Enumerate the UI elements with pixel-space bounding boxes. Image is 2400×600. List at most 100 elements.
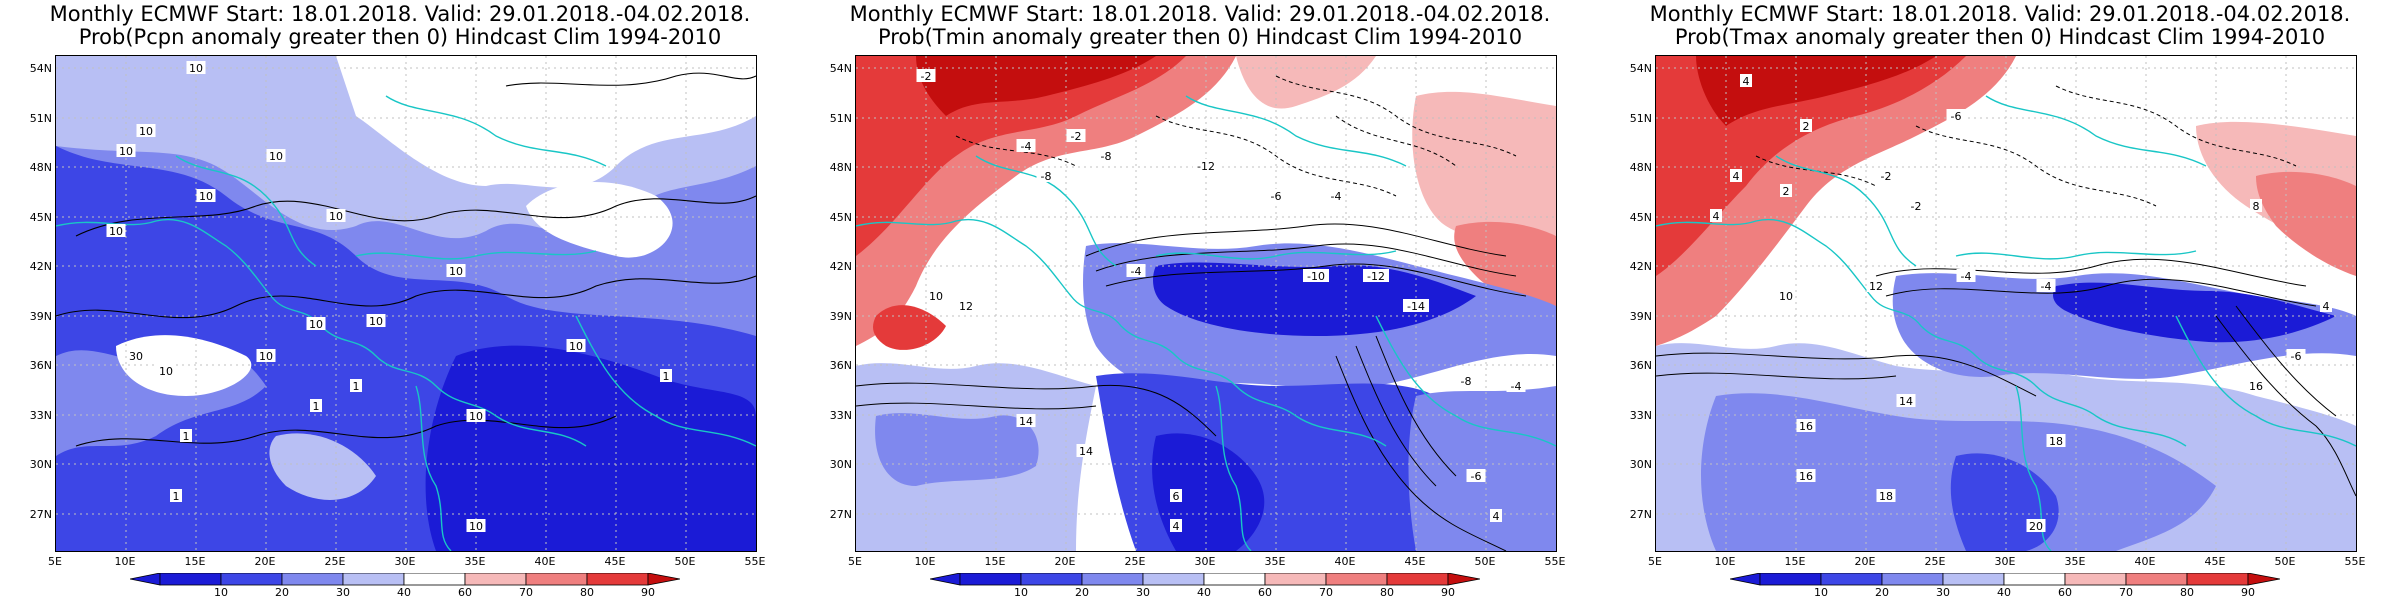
- contour-label: -8: [1096, 149, 1116, 163]
- lat-label: 36N: [29, 359, 52, 372]
- contour-label: -2: [1066, 129, 1086, 143]
- lon-label: 55E: [2344, 555, 2366, 568]
- lat-label: 33N: [829, 409, 852, 422]
- contour-label: -14: [1403, 299, 1429, 313]
- svg-text:16: 16: [1799, 470, 1813, 483]
- lat-label: 27N: [29, 508, 52, 521]
- colorbar-label: 10: [1014, 586, 1028, 599]
- contour-label: 10: [306, 317, 326, 331]
- panel-title-line1: Monthly ECMWF Start: 18.01.2018. Valid: …: [49, 2, 751, 26]
- contour-label: 20: [2026, 519, 2046, 533]
- map-area: -2 -4 -2 -8 -8 -12 -6 -4 12 10 -4 -10 -12 -14 14 14 -8 -4…: [855, 55, 1557, 552]
- colorbar: [1730, 573, 2280, 586]
- colorbar-label: 30: [336, 586, 350, 599]
- lon-label: 20E: [1054, 555, 1076, 568]
- contour-label: 10: [466, 409, 486, 423]
- colorbar-label: 20: [1875, 586, 1889, 599]
- contour-label: -12: [1193, 159, 1219, 173]
- contour-label: 10: [446, 264, 466, 278]
- lat-label: 39N: [829, 310, 852, 323]
- probability-field: 4 2 -6 4 2 -2 -2 4 -4 12 10 -4 8 16 14 16 18 16 20 18 -6 4: [1656, 56, 2356, 551]
- contour-label: 4: [1170, 519, 1182, 533]
- colorbar-label: 20: [1075, 586, 1089, 599]
- svg-text:12: 12: [1869, 280, 1883, 293]
- lat-label: 39N: [1629, 310, 1652, 323]
- contour-label: 10: [566, 339, 586, 353]
- contour-label: 10: [256, 349, 276, 363]
- svg-text:10: 10: [469, 520, 483, 533]
- svg-text:-10: -10: [1307, 270, 1325, 283]
- lon-label: 45E: [604, 555, 626, 568]
- svg-text:16: 16: [2249, 380, 2263, 393]
- lat-label: 42N: [29, 260, 52, 273]
- contour-label: -4: [1016, 139, 1036, 153]
- lon-label: 40E: [534, 555, 556, 568]
- svg-text:-12: -12: [1367, 270, 1385, 283]
- svg-text:16: 16: [1799, 420, 1813, 433]
- colorbar-label: 70: [2119, 586, 2133, 599]
- lon-label: 50E: [1474, 555, 1496, 568]
- svg-text:10: 10: [469, 410, 483, 423]
- contour-label: 10: [266, 149, 286, 163]
- contour-label: 18: [1876, 489, 1896, 503]
- svg-text:20: 20: [2029, 520, 2043, 533]
- colorbar-label: 60: [1258, 586, 1272, 599]
- lat-label: 42N: [1629, 260, 1652, 273]
- probability-field: -2 -4 -2 -8 -8 -12 -6 -4 12 10 -4 -10 -12 -14 14 14 -8 -4…: [856, 56, 1556, 551]
- svg-text:-4: -4: [1511, 380, 1522, 393]
- svg-text:-2: -2: [921, 70, 932, 83]
- colorbar-label: 40: [397, 586, 411, 599]
- svg-text:12: 12: [959, 300, 973, 313]
- colorbar-label: 30: [1136, 586, 1150, 599]
- svg-text:1: 1: [183, 430, 190, 443]
- svg-text:14: 14: [1899, 395, 1913, 408]
- contour-label: -6: [1266, 189, 1286, 203]
- lon-label: 20E: [254, 555, 276, 568]
- svg-text:10: 10: [269, 150, 283, 163]
- contour-label: -2: [1906, 199, 1926, 213]
- svg-text:10: 10: [189, 62, 203, 75]
- colorbar-label: 40: [1997, 586, 2011, 599]
- contour-label: 6: [1170, 489, 1182, 503]
- contour-label: -10: [1303, 269, 1329, 283]
- lat-label: 30N: [1629, 458, 1652, 471]
- lon-label: 10E: [914, 555, 936, 568]
- contour-label: 14: [1896, 394, 1916, 408]
- lon-label: 40E: [2134, 555, 2156, 568]
- lon-label: 55E: [744, 555, 766, 568]
- lat-label: 54N: [1629, 62, 1652, 75]
- lon-label: 30E: [1194, 555, 1216, 568]
- colorbar-label: 80: [2180, 586, 2194, 599]
- map-area: 10 10 10 10 10 10 10 10 10 10 10 30 10 10 1 1 10 1 1 1 10: [55, 55, 757, 552]
- panel-title-line1: Monthly ECMWF Start: 18.01.2018. Valid: …: [1649, 2, 2351, 26]
- lon-label: 5E: [48, 555, 62, 568]
- colorbar-label: 90: [2241, 586, 2255, 599]
- contour-label: 10: [1776, 289, 1796, 303]
- contour-label: 4: [2320, 299, 2332, 313]
- svg-text:6: 6: [1173, 490, 1180, 503]
- svg-text:-6: -6: [1271, 190, 1282, 203]
- lon-label: 55E: [1544, 555, 1566, 568]
- lon-label: 50E: [674, 555, 696, 568]
- lat-label: 45N: [829, 211, 852, 224]
- lon-label: 25E: [324, 555, 346, 568]
- contour-label: 4: [1490, 509, 1502, 523]
- lat-label: 51N: [1629, 112, 1652, 125]
- lat-label: 45N: [1629, 211, 1652, 224]
- svg-text:10: 10: [569, 340, 583, 353]
- svg-text:-6: -6: [1471, 470, 1482, 483]
- contour-label: 4: [1740, 74, 1752, 88]
- contour-label: -12: [1363, 269, 1389, 283]
- svg-text:-8: -8: [1101, 150, 1112, 163]
- colorbar: [930, 573, 1480, 586]
- svg-text:2: 2: [1803, 120, 1810, 133]
- svg-text:10: 10: [1779, 290, 1793, 303]
- contour-label: 4: [1730, 169, 1742, 183]
- svg-text:-12: -12: [1197, 160, 1215, 173]
- contour-label: -4: [1956, 269, 1976, 283]
- contour-label: 10: [466, 519, 486, 533]
- lon-label: 15E: [184, 555, 206, 568]
- lon-label: 5E: [848, 555, 862, 568]
- contour-label: 10: [136, 124, 156, 138]
- panel-title-line2: Prob(Pcpn anomaly greater then 0) Hindca…: [78, 25, 722, 49]
